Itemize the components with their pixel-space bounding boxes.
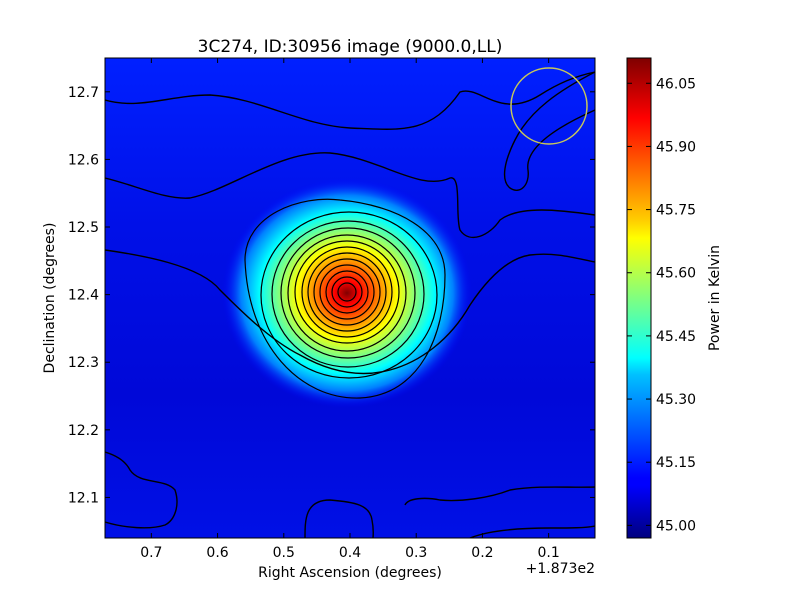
y-axis-label: Declination (degrees): [42, 223, 58, 374]
contour-lines: [105, 71, 595, 538]
source-contour: [325, 270, 369, 314]
contour-top: [105, 71, 595, 130]
y-tick-label: 12.7: [68, 85, 99, 101]
source-contour-outer: [244, 198, 446, 399]
x-tick-label: 0.3: [405, 545, 427, 561]
colorbar-ticks: 45.00 45.15 45.30 45.45 45.60 45.75 45.90 46.05: [627, 76, 696, 534]
colorbar-tick-label: 45.90: [656, 139, 696, 155]
x-offset-label: +1.873e2: [526, 561, 595, 577]
y-axis-ticks: 12.1 12.2 12.3 12.4 12.5 12.6 12.7: [68, 85, 595, 506]
source-contour: [337, 282, 357, 302]
source-contour: [313, 258, 381, 326]
contour-upper: [105, 152, 595, 239]
heatmap-image: [105, 67, 595, 538]
source-contour: [301, 246, 393, 338]
x-tick-label: 0.7: [140, 545, 162, 561]
y-tick-label: 12.1: [68, 490, 99, 506]
contour-lower-left: [105, 451, 178, 529]
x-axis-label: Right Ascension (degrees): [258, 565, 442, 581]
x-tick-label: 0.6: [206, 545, 228, 561]
source-contour: [319, 264, 375, 320]
colorbar-tick-label: 46.05: [656, 76, 696, 92]
colorbar-tick-label: 45.15: [656, 455, 696, 471]
colorbar-tick-label: 45.60: [656, 266, 696, 282]
colorbar-tick-label: 45.75: [656, 203, 696, 219]
source-contour: [287, 234, 407, 352]
source-contour: [331, 276, 363, 308]
y-tick-label: 12.3: [68, 355, 99, 371]
source-contour: [271, 220, 425, 368]
source-contour: [307, 252, 387, 332]
colorbar-tick-label: 45.30: [656, 392, 696, 408]
source-contour: [260, 211, 438, 379]
source-contours: [244, 198, 446, 399]
chart-title: 3C274, ID:30956 image (9000.0,LL): [198, 37, 503, 57]
x-tick-label: 0.5: [273, 545, 295, 561]
x-tick-label: 0.1: [538, 545, 560, 561]
beam-circle: [510, 67, 588, 145]
colorbar: [626, 57, 652, 539]
x-tick-label: 0.2: [471, 545, 493, 561]
x-tick-label: 0.4: [339, 545, 361, 561]
colorbar-label: Power in Kelvin: [707, 245, 723, 351]
y-tick-label: 12.4: [68, 288, 99, 304]
x-axis-ticks: 0.7 0.6 0.5 0.4 0.3 0.2 0.1: [140, 58, 560, 561]
colorbar-tick-label: 45.45: [656, 329, 696, 345]
source-contour: [294, 240, 400, 344]
y-tick-label: 12.5: [68, 220, 99, 236]
contour-upper-right-loop: [503, 71, 595, 191]
contour-bottom-right-low: [469, 525, 595, 538]
contour-bottom-center: [304, 499, 374, 538]
source-contour: [280, 227, 416, 359]
y-tick-label: 12.2: [68, 423, 99, 439]
contour-bottom-right: [404, 486, 595, 506]
y-tick-label: 12.6: [68, 152, 99, 168]
colorbar-tick-label: 45.00: [656, 518, 696, 534]
